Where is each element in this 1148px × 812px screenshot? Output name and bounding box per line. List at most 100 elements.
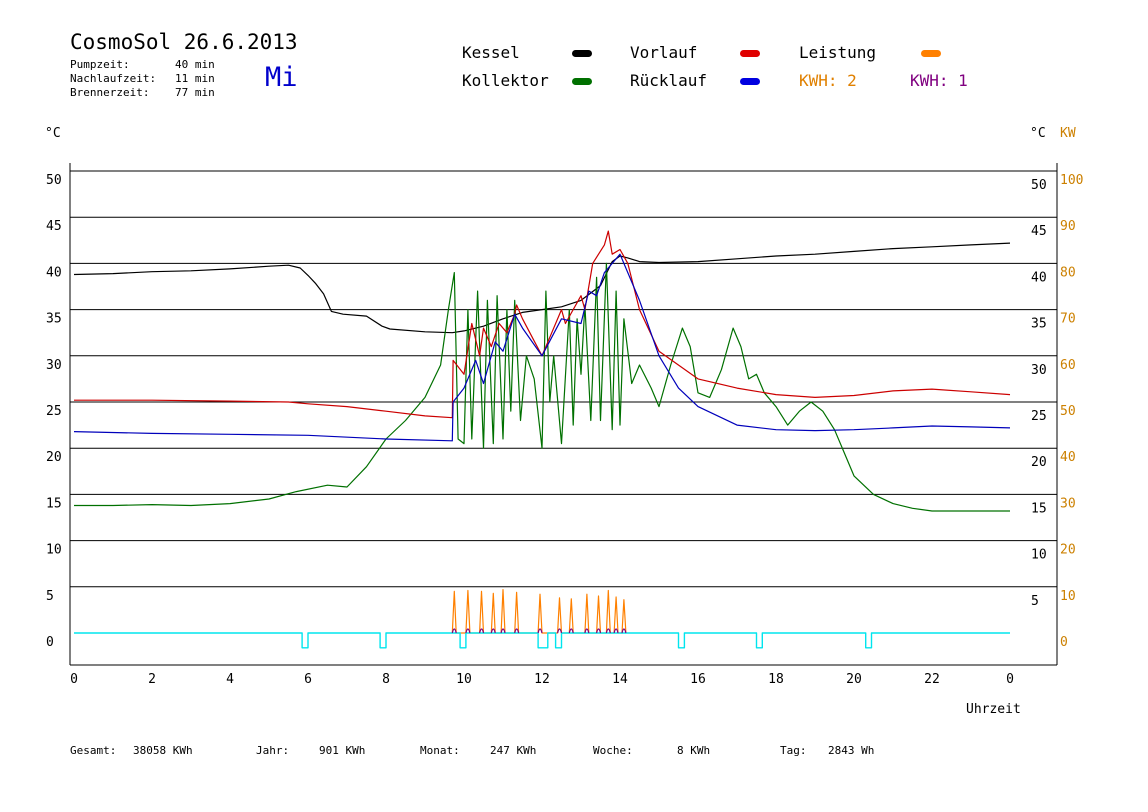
legend-leistung-label: Leistung: [799, 43, 877, 62]
series-kwh-bump: [490, 628, 496, 634]
y-tick-kw-70: 70: [1060, 312, 1076, 327]
chart-title: CosmoSol 26.6.2013: [70, 30, 298, 54]
y-tick-left-5: 5: [46, 589, 54, 604]
stat-label-brennerzeit: Brennerzeit:: [70, 86, 150, 99]
x-tick-12: 0: [1006, 672, 1014, 687]
y-tick-left-30: 30: [46, 358, 62, 373]
series-leistung-line: [451, 588, 627, 634]
stat-value-brennerzeit: 77 min: [175, 86, 215, 99]
x-tick-0: 0: [70, 672, 78, 687]
y-tick-right-35: 35: [1031, 317, 1047, 332]
footer-tag-value: 2843 Wh: [828, 744, 875, 757]
x-tick-11: 22: [924, 672, 940, 687]
legend-kwh-secondary: KWH: 1: [910, 71, 968, 90]
legend-kollektor-swatch: [572, 78, 592, 85]
footer-woche-label: Woche:: [593, 744, 633, 757]
y-tick-kw-100: 100: [1060, 173, 1083, 188]
x-tick-9: 18: [768, 672, 784, 687]
y-tick-right-20: 20: [1031, 455, 1047, 470]
series-ruecklauf-line: [73, 253, 1011, 442]
y-tick-kw-40: 40: [1060, 450, 1076, 465]
series-pump-line: [74, 632, 1010, 649]
legend-kessel-label: Kessel: [462, 43, 520, 62]
x-tick-3: 6: [304, 672, 312, 687]
legend-ruecklauf-label: Rücklauf: [630, 71, 708, 90]
footer-gesamt-value: 38058 KWh: [133, 744, 193, 757]
legend-kwh-total: KWH: 2: [799, 71, 857, 90]
series-kwh-bump: [537, 628, 543, 634]
y-tick-left-50: 50: [46, 173, 62, 188]
series-kwh-bump: [557, 628, 563, 634]
x-tick-1: 2: [148, 672, 156, 687]
x-tick-8: 16: [690, 672, 706, 687]
series-kwh-bump: [621, 628, 627, 634]
series-kwh-bump: [596, 628, 602, 634]
stat-value-nachlaufzeit: 11 min: [175, 72, 215, 85]
y-tick-kw-50: 50: [1060, 404, 1076, 419]
y-axis-unit-left: °C: [45, 126, 61, 141]
y-tick-kw-60: 60: [1060, 358, 1076, 373]
footer-jahr-value: 901 KWh: [319, 744, 366, 757]
x-tick-7: 14: [612, 672, 628, 687]
series-kwh-bump: [514, 628, 520, 634]
axes: [69, 163, 1058, 666]
series-vorlauf-line: [74, 230, 1011, 419]
x-tick-5: 10: [456, 672, 472, 687]
legend-ruecklauf-swatch: [740, 78, 760, 85]
series-kwh-bump: [479, 628, 485, 634]
y-tick-right-50: 50: [1031, 178, 1047, 193]
legend-leistung-swatch: [921, 50, 941, 57]
y-tick-right-40: 40: [1031, 270, 1047, 285]
stat-value-pumpzeit: 40 min: [175, 58, 215, 71]
footer-woche-value: 8 KWh: [677, 744, 711, 757]
legend-kessel-swatch: [572, 50, 592, 57]
y-tick-kw-30: 30: [1060, 496, 1076, 511]
y-tick-left-20: 20: [46, 450, 62, 465]
footer-monat-value: 247 KWh: [490, 744, 537, 757]
axis-labels: 0510152025303540455051015202530354045500…: [46, 173, 1083, 687]
y-tick-kw-0: 0: [1060, 635, 1068, 650]
y-tick-left-40: 40: [46, 265, 62, 280]
x-tick-2: 4: [226, 672, 234, 687]
stat-label-pumpzeit: Pumpzeit:: [70, 58, 130, 71]
legend-kollektor-label: Kollektor: [462, 71, 549, 90]
legend-vorlauf-label: Vorlauf: [630, 43, 698, 62]
y-axis-unit-right: °C: [1030, 126, 1046, 141]
y-tick-right-10: 10: [1031, 548, 1047, 563]
footer-gesamt-label: Gesamt:: [70, 744, 117, 757]
footer-jahr-label: Jahr:: [256, 744, 290, 757]
grid-lines: [70, 170, 1057, 588]
y-tick-kw-90: 90: [1060, 219, 1076, 234]
y-tick-right-30: 30: [1031, 363, 1047, 378]
y-tick-right-25: 25: [1031, 409, 1047, 424]
y-tick-right-45: 45: [1031, 224, 1047, 239]
x-tick-4: 8: [382, 672, 390, 687]
x-tick-10: 20: [846, 672, 862, 687]
stat-label-nachlaufzeit: Nachlaufzeit:: [70, 72, 157, 85]
y-axis-unit-kw: KW: [1060, 126, 1076, 141]
x-tick-6: 12: [534, 672, 550, 687]
series-kwh-bump: [605, 628, 611, 634]
series-lines: [73, 230, 1011, 649]
series-kwh-bump: [451, 628, 457, 634]
series-kollektor-line: [74, 262, 1010, 512]
y-tick-right-15: 15: [1031, 501, 1047, 516]
y-tick-left-10: 10: [46, 543, 62, 558]
y-tick-kw-20: 20: [1060, 543, 1076, 558]
y-tick-right-5: 5: [1031, 594, 1039, 609]
weekday-label: Mi: [265, 62, 298, 93]
y-tick-left-0: 0: [46, 635, 54, 650]
series-kwh-bump: [568, 628, 574, 634]
footer-tag-label: Tag:: [780, 744, 807, 757]
y-tick-left-35: 35: [46, 312, 62, 327]
series-kwh-bump: [584, 628, 590, 634]
y-tick-kw-80: 80: [1060, 265, 1076, 280]
y-tick-left-45: 45: [46, 219, 62, 234]
series-kwh-bump: [500, 628, 506, 634]
x-axis-label: Uhrzeit: [966, 702, 1021, 717]
series-kwh-bump: [613, 628, 619, 634]
legend-vorlauf-swatch: [740, 50, 760, 57]
series-kessel-line: [73, 242, 1011, 334]
y-tick-kw-10: 10: [1060, 589, 1076, 604]
